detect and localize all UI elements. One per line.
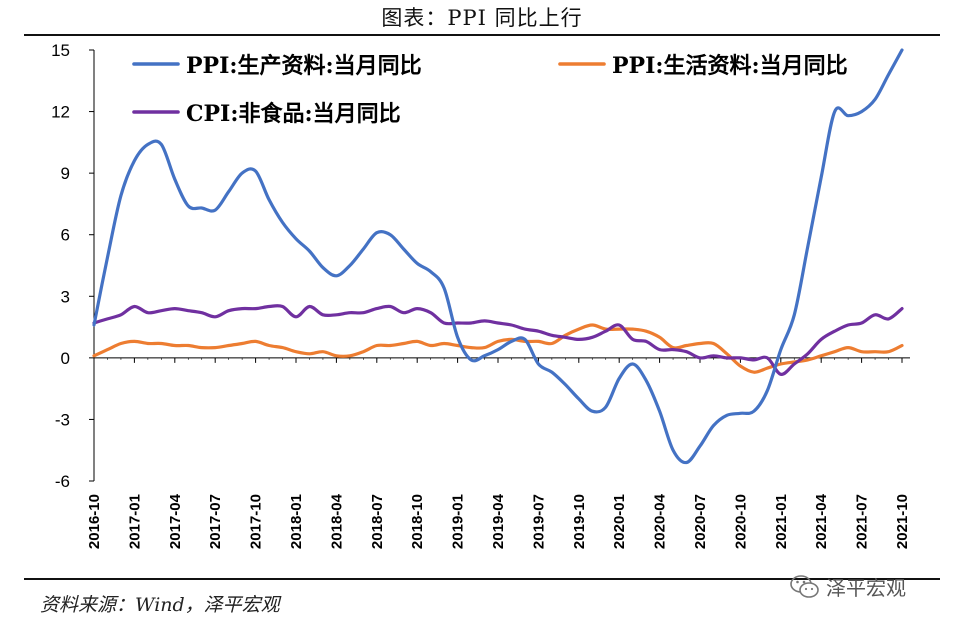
- x-tick-label: 2020-01: [611, 494, 628, 549]
- x-tick-label: 2020-10: [732, 494, 749, 549]
- y-tick-label: 0: [61, 349, 70, 368]
- watermark: 泽平宏观: [790, 572, 906, 601]
- chart-axes: -6 -3 0 3 6 9 12 15 2016-10 2017-01 2017-04 2017-07…: [51, 41, 911, 549]
- x-tick-label: 2018-04: [328, 493, 345, 549]
- series-cpi-nonfood-line: [92, 304, 904, 376]
- x-tick-label: 2020-07: [692, 494, 709, 549]
- y-tick-label: -3: [55, 410, 70, 429]
- y-tick-label: 6: [61, 226, 70, 245]
- legend-label: PPI:生产资料:当月同比: [186, 53, 422, 79]
- x-tick-label: 2019-10: [571, 494, 588, 549]
- wechat-icon: [790, 574, 819, 598]
- source-note: 资料来源：Wind，泽平宏观: [40, 594, 280, 616]
- y-tick-label: 15: [51, 41, 70, 60]
- legend-label: CPI:非食品:当月同比: [186, 101, 401, 127]
- line-chart: -6 -3 0 3 6 9 12 15 2016-10 2017-01 2017-04 2017-07…: [51, 41, 911, 549]
- x-tick-label: 2021-01: [773, 494, 790, 549]
- x-tick-label: 2017-01: [126, 494, 143, 549]
- legend-cpi-nonfood: CPI:非食品:当月同比: [132, 101, 401, 127]
- x-tick-label: 2017-10: [248, 494, 265, 549]
- top-rule: [24, 34, 940, 36]
- chart-series: [92, 48, 904, 465]
- x-tick-label: 2021-10: [894, 494, 911, 549]
- legend-ppi-producer: PPI:生产资料:当月同比: [132, 53, 422, 79]
- y-tick-label: 3: [61, 287, 70, 306]
- x-tick-label: 2020-04: [652, 493, 669, 549]
- x-tick-label: 2018-10: [409, 494, 426, 549]
- chart-title: 图表：PPI 同比上行: [381, 6, 583, 30]
- y-tick-label: 12: [51, 103, 70, 122]
- series-ppi-producer-line: [92, 48, 904, 465]
- series-ppi-living-line: [92, 323, 904, 374]
- x-tick-label: 2018-01: [288, 494, 305, 549]
- y-tick-label: -6: [55, 472, 70, 491]
- y-tick-label: 9: [61, 164, 70, 183]
- x-tick-label: 2016-10: [86, 494, 103, 549]
- x-tick-label: 2019-07: [530, 494, 547, 549]
- x-tick-label: 2019-04: [490, 493, 507, 549]
- x-tick-label: 2018-07: [369, 494, 386, 549]
- bottom-rule: [24, 578, 940, 580]
- legend-ppi-living: PPI:生活资料:当月同比: [558, 53, 848, 79]
- x-tick-label: 2019-01: [450, 494, 467, 549]
- x-tick-label: 2021-07: [854, 494, 871, 549]
- legend-label: PPI:生活资料:当月同比: [612, 53, 848, 79]
- chart-legend: PPI:生产资料:当月同比 PPI:生活资料:当月同比 CPI:非食品:当月同比: [132, 53, 848, 127]
- x-tick-label: 2017-04: [167, 493, 184, 549]
- watermark-text: 泽平宏观: [826, 576, 906, 600]
- x-tick-label: 2017-07: [207, 494, 224, 549]
- x-tick-label: 2021-04: [813, 493, 830, 549]
